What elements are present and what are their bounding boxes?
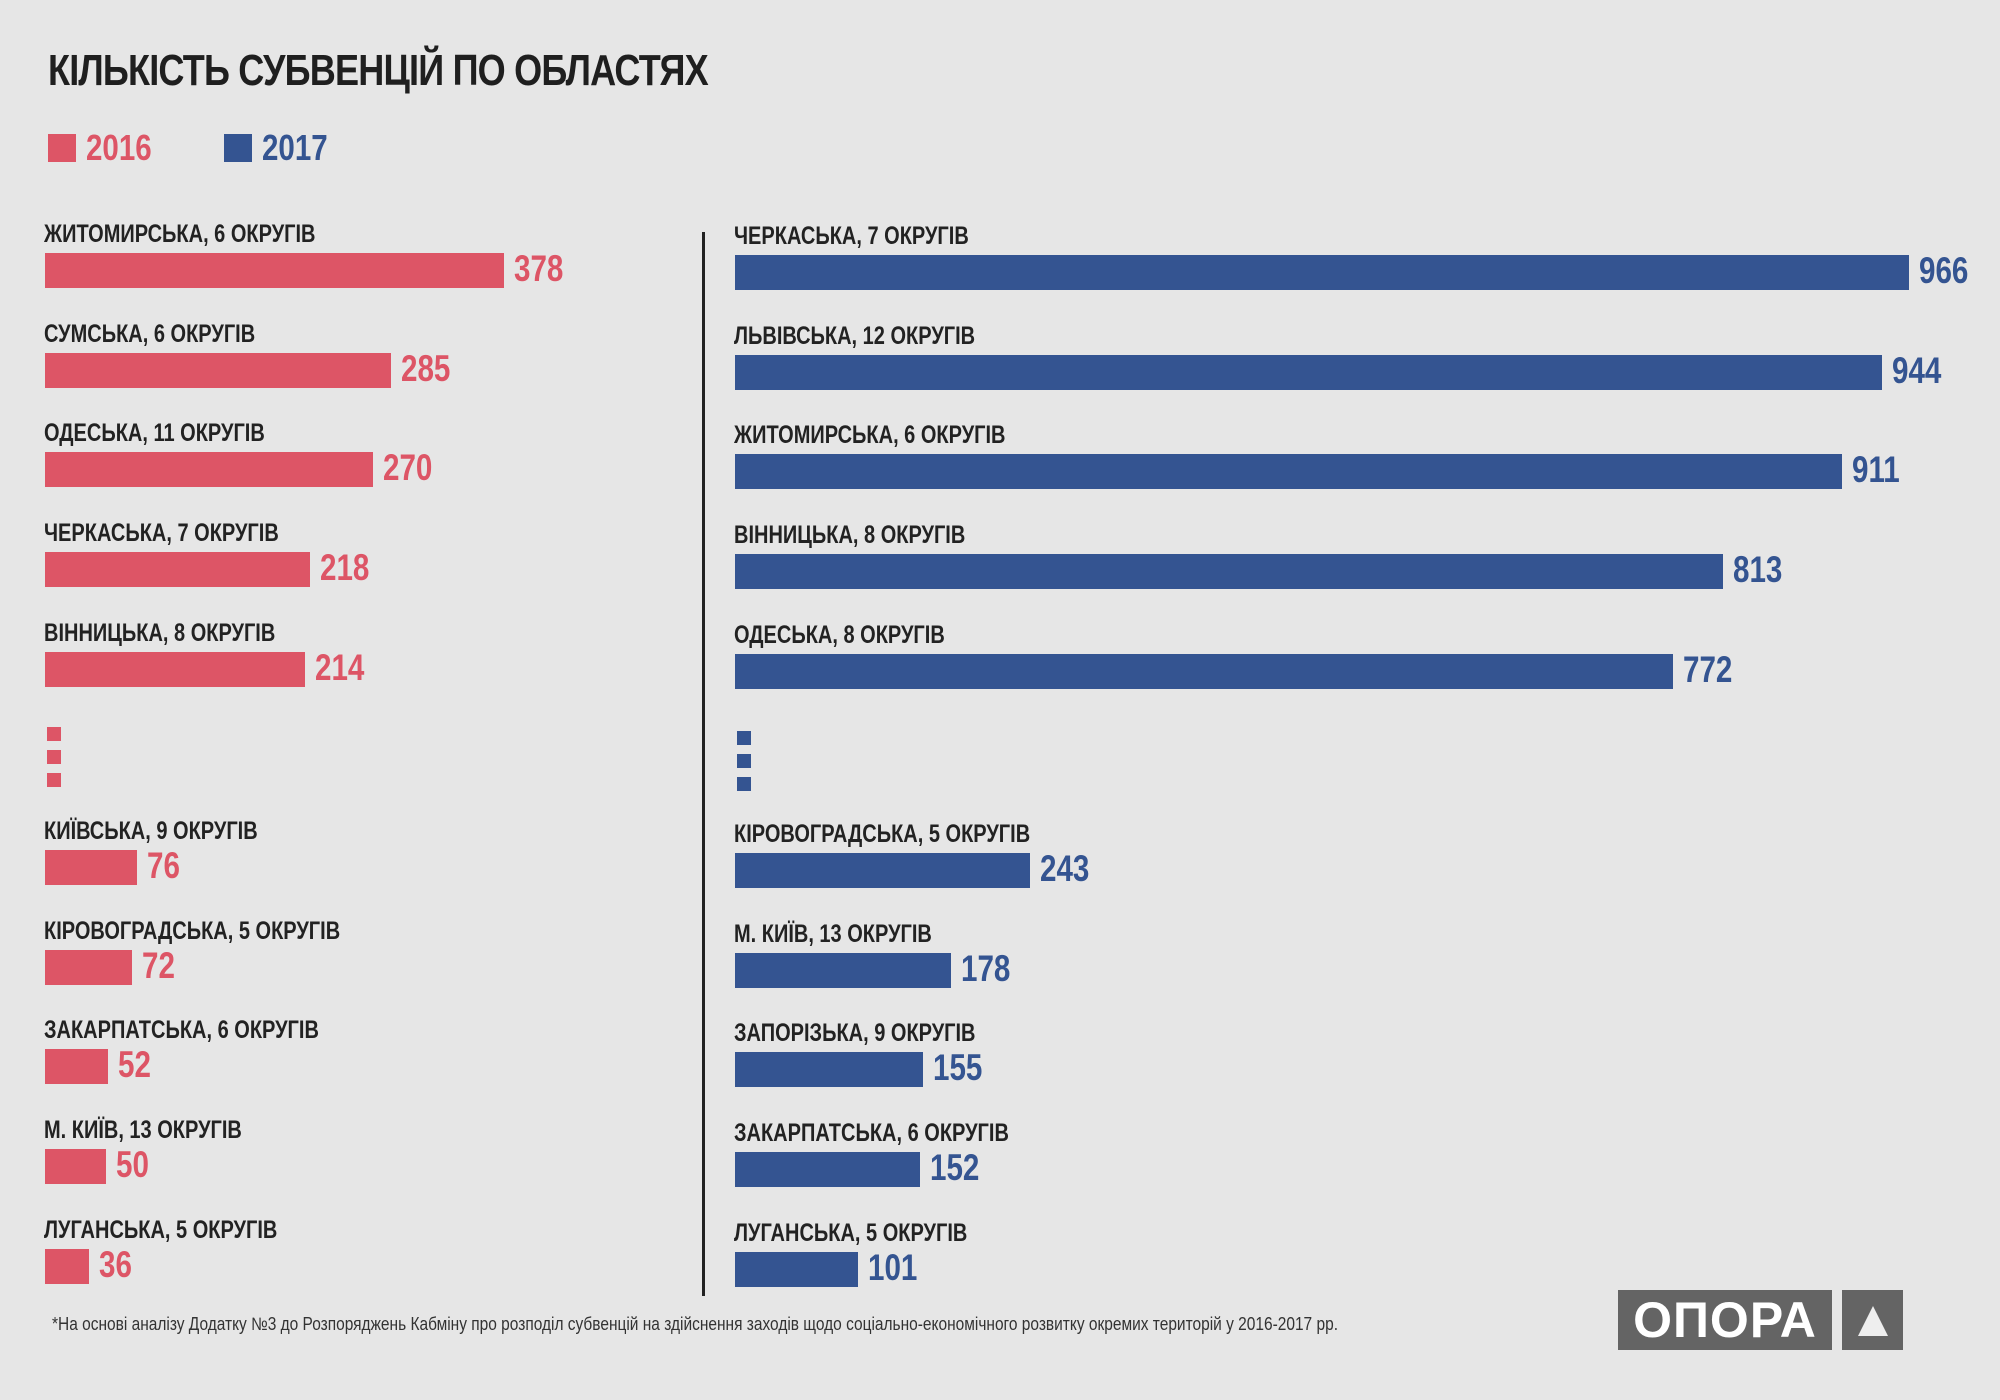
legend-item-2017: 2017 [224, 127, 342, 168]
legend-label-2016: 2016 [86, 127, 152, 168]
bar-2017 [735, 1052, 924, 1088]
logo-text: ОПОРА [1633, 1292, 1817, 1348]
bar-label-2016: ЗАКАРПАТСЬКА, 6 ОКРУГІВ [44, 1016, 319, 1045]
bar-value-2017: 152 [929, 1147, 980, 1189]
legend-swatch-2016 [48, 134, 76, 162]
bar-2017 [735, 952, 952, 988]
bar-2016 [45, 949, 133, 985]
bar-2016 [45, 352, 392, 388]
bar-2016 [45, 850, 138, 885]
bar-2017 [735, 1251, 858, 1287]
bar-label-2017: ЛУГАНСЬКА, 5 ОКРУГІВ [734, 1218, 968, 1247]
bar-value-2017: 101 [867, 1246, 918, 1288]
ellipsis-dot-2017 [737, 754, 751, 768]
bar-label-2016: ЖИТОМИРСЬКА, 6 ОКРУГІВ [44, 220, 316, 248]
bar-2017 [735, 354, 1882, 390]
bar-label-2016: ЛУГАНСЬКА, 5 ОКРУГІВ [44, 1215, 278, 1244]
bar-label-2017: КІРОВОГРАДСЬКА, 5 ОКРУГІВ [734, 820, 1031, 848]
bar-label-2016: ЧЕРКАСЬКА, 7 ОКРУГІВ [44, 519, 279, 548]
bar-value-2016: 36 [98, 1243, 132, 1285]
bar-2017 [735, 454, 1842, 490]
bar-2016 [45, 1149, 106, 1185]
logo-box [1618, 1290, 1832, 1350]
bar-2017 [735, 255, 1909, 290]
bar-label-2017: ЛЬВІВСЬКА, 12 ОКРУГІВ [734, 321, 976, 350]
bar-value-2016: 52 [118, 1044, 152, 1086]
bar-value-2016: 285 [401, 347, 451, 389]
bar-2016 [45, 1248, 89, 1284]
bar-label-2016: ОДЕСЬКА, 11 ОКРУГІВ [44, 419, 265, 448]
panel-divider [702, 232, 705, 1296]
bar-value-2017: 813 [1732, 549, 1783, 591]
bar-label-2016: СУМСЬКА, 6 ОКРУГІВ [44, 319, 256, 348]
legend-label-2017: 2017 [262, 127, 328, 168]
bar-value-2016: 76 [147, 845, 181, 886]
bar-label-2017: ОДЕСЬКА, 8 ОКРУГІВ [734, 620, 945, 649]
legend-swatch-2017 [224, 134, 252, 162]
bar-value-2016: 72 [142, 944, 176, 986]
bar-label-2016: ВІННИЦЬКА, 8 ОКРУГІВ [44, 618, 276, 647]
bar-label-2017: ЧЕРКАСЬКА, 7 ОКРУГІВ [734, 222, 969, 250]
ellipsis-dot-2016 [47, 750, 61, 764]
bar-value-2016: 50 [115, 1144, 149, 1186]
bar-value-2016: 218 [319, 547, 370, 589]
bar-2017 [735, 653, 1673, 689]
bar-2017 [735, 853, 1031, 888]
bar-2016 [45, 452, 374, 488]
bar-label-2017: М. КИЇВ, 13 ОКРУГІВ [734, 919, 932, 948]
bar-value-2017: 966 [1918, 250, 1969, 291]
bar-value-2017: 178 [961, 947, 1011, 989]
bar-label-2016: КІРОВОГРАДСЬКА, 5 ОКРУГІВ [44, 916, 341, 945]
triangle-icon [1858, 1306, 1888, 1336]
ellipsis-dot-2017 [737, 777, 751, 791]
bar-label-2016: М. КИЇВ, 13 ОКРУГІВ [44, 1116, 242, 1145]
footnote: *На основі аналізу Додатку №3 до Розпоря… [52, 1314, 1338, 1334]
bar-value-2017: 772 [1682, 648, 1733, 690]
bar-value-2016: 214 [315, 646, 365, 688]
bar-label-2017: ВІННИЦЬКА, 8 ОКРУГІВ [734, 521, 966, 550]
ellipsis-dot-2016 [47, 773, 61, 787]
bar-2016 [45, 651, 305, 687]
legend-item-2016: 2016 [48, 127, 166, 168]
bar-value-2016: 270 [383, 447, 433, 489]
chart-title: КІЛЬКІСТЬ СУБВЕНЦІЙ ПО ОБЛАСТЯХ [48, 46, 709, 95]
ellipsis-dot-2017 [737, 731, 751, 745]
bar-value-2017: 911 [1851, 449, 1900, 491]
bar-label-2017: ЖИТОМИРСЬКА, 6 ОКРУГІВ [734, 421, 1006, 450]
bar-value-2017: 155 [933, 1047, 983, 1089]
bar-2017 [735, 1152, 920, 1188]
bar-2016 [45, 552, 310, 588]
bar-value-2017: 243 [1040, 848, 1090, 889]
bar-value-2017: 944 [1891, 349, 1942, 391]
bar-label-2016: КИЇВСЬКА, 9 ОКРУГІВ [44, 817, 258, 845]
bar-2016 [45, 1049, 109, 1085]
bar-2016 [45, 253, 505, 288]
ellipsis-dot-2016 [47, 727, 61, 741]
bar-2017 [735, 554, 1723, 590]
bar-label-2017: ЗАКАРПАТСЬКА, 6 ОКРУГІВ [734, 1119, 1009, 1148]
bar-label-2017: ЗАПОРІЗЬКА, 9 ОКРУГІВ [734, 1019, 976, 1048]
bar-value-2016: 378 [514, 248, 564, 289]
